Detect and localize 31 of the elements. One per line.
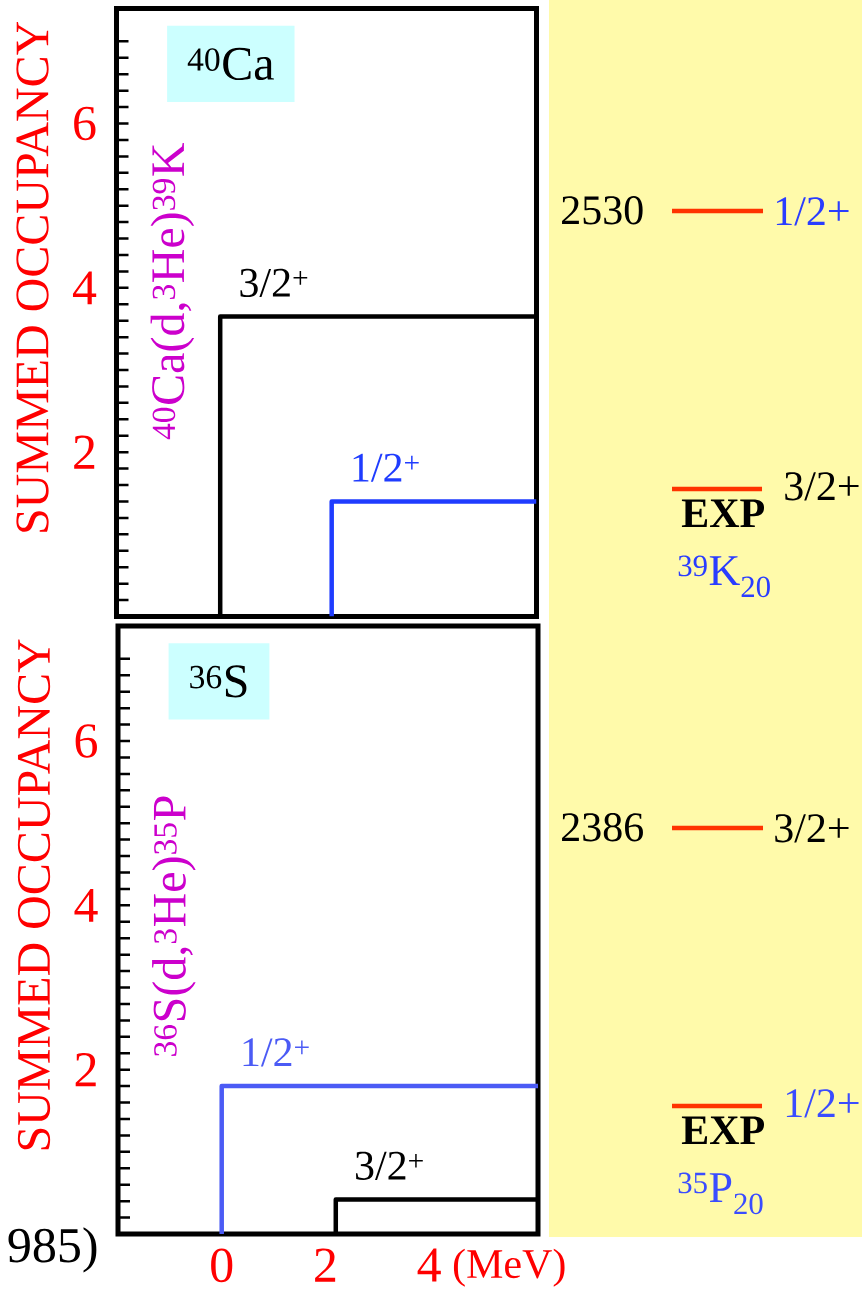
text: 3/2+ [785,472,859,501]
text: $^{36}$S [190,665,247,698]
text: $^{35}$P$_{20}$ [678,1172,763,1215]
y-tick-label: 6 [74,106,96,141]
text: 1/2+ [776,197,849,226]
text: $^{40}$Ca(d,$^{3}$He)$^{39}$K [150,143,195,440]
x-tick-label: 0 [211,1248,233,1283]
y-axis-title: SUMMED OCCUPANCY [16,21,49,532]
text: 2386 [562,813,643,842]
x-tick-label: 4 [417,1248,441,1282]
text: $^{40}$Ca [187,47,274,81]
series-label: 3/2$^{+}$ [356,1151,423,1180]
text: 985) [8,1227,97,1273]
y-tick-label: 4 [74,888,98,922]
text: $^{39}$K$_{20}$ [678,555,770,598]
text: EXP [681,499,765,527]
series-label: 3/2$^{+}$ [240,268,308,298]
text: $^{36}$S(d,$^{3}$He)$^{35}$P [152,796,196,1056]
series-label: 1/2$^{+}$ [353,453,419,482]
text: 2530 [562,196,643,225]
x-axis-title: (MeV) [453,1248,565,1287]
text: EXP [681,1116,765,1144]
x-tick-label: 2 [315,1248,336,1282]
y-tick-label: 6 [75,724,97,758]
y-axis-title: SUMMED OCCUPANCY [17,639,51,1150]
y-tick-label: 2 [75,1053,96,1087]
text: 1/2+ [786,1089,859,1118]
y-tick-label: 2 [74,435,95,469]
text: 3/2+ [775,814,849,843]
series-label: 1/2$^{+}$ [243,1038,309,1067]
y-tick-label: 4 [72,271,97,305]
